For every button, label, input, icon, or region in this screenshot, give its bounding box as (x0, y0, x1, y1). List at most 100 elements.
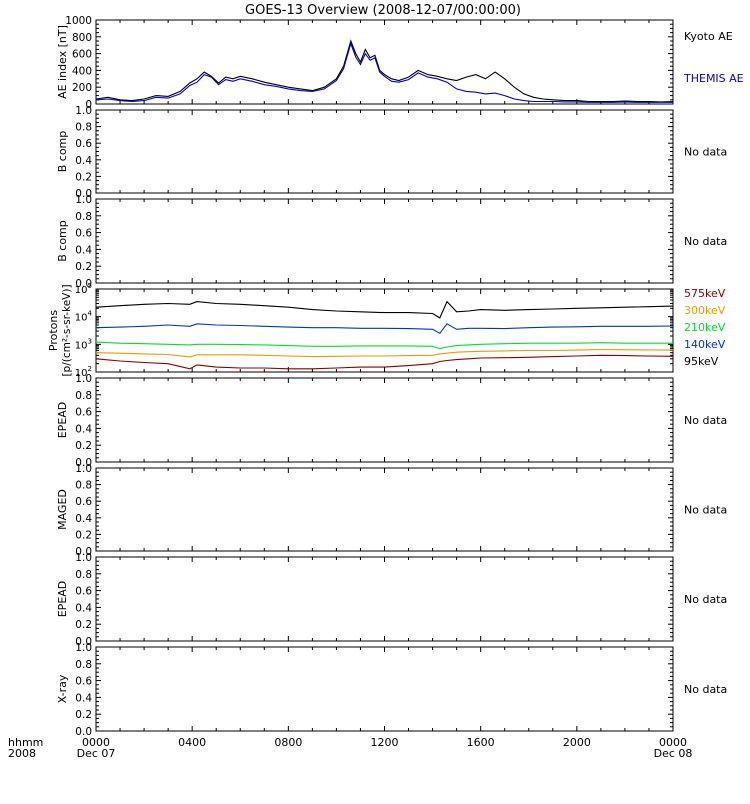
y-tick-label: 0.8 (75, 211, 92, 223)
y-tick-label: 0.8 (75, 659, 92, 671)
y-tick-label: 0.0 (75, 726, 92, 738)
panel-xray: 0.0 0.2 0.4 0.6 0.8 1.0 X-ray No data (56, 642, 727, 738)
y-tick-label: 0.6 (75, 676, 92, 688)
no-data-label: No data (684, 504, 727, 517)
panel-protons: 102 103 104 105 Protons [p/(cm²-s-sr-keV)] 575… (47, 282, 726, 379)
no-data-label: No data (684, 146, 727, 159)
y-tick-label: 0.6 (75, 138, 92, 150)
panel-epead1: 0.0 0.2 0.4 0.6 0.8 1.0 EPEAD No data (56, 373, 727, 469)
y-tick-label: 0.0 (75, 188, 92, 200)
y-tick-label: 0.4 (75, 513, 92, 525)
panel-epead2: 0.0 0.2 0.4 0.6 0.8 1.0 EPEAD No data (56, 552, 727, 648)
y-tick-label: 0.6 (75, 586, 92, 598)
panel-frame (95, 377, 674, 463)
series-line-300kev (95, 348, 674, 358)
y-tick-label: 0.0 (75, 636, 92, 648)
y-tick-label: 1.0 (75, 373, 92, 385)
y-tick-label: 0.2 (75, 619, 92, 631)
time-tick-label: 0000 (82, 736, 110, 749)
legend-label-210kev: 210keV (684, 321, 726, 334)
panel-frame (95, 288, 674, 373)
y-tick-label: 0.2 (75, 440, 92, 452)
y-tick-label: 0.8 (75, 390, 92, 402)
y-tick-label: 1.0 (75, 552, 92, 564)
legend-label-themis-ae: THEMIS AE (683, 72, 744, 85)
series-line-575kev (95, 354, 674, 370)
time-tick-label: 1600 (467, 736, 495, 749)
y-tick-label: 0.2 (75, 709, 92, 721)
y-tick-label: 200 (72, 82, 92, 94)
panel-frame (95, 646, 674, 732)
y-tick-label: 1.0 (75, 463, 92, 475)
y-tick-label: 600 (72, 49, 92, 61)
legend-label-140kev: 140keV (684, 338, 726, 351)
time-end-date: Dec 08 (654, 747, 693, 760)
y-tick-label: 0.0 (75, 457, 92, 469)
series-line-95kev (95, 300, 674, 319)
y-tick-label: 1000 (65, 15, 92, 27)
legend-label-300kev: 300keV (684, 304, 726, 317)
y-tick-label: 0.0 (75, 546, 92, 558)
time-axis-label-year: 2008 (8, 747, 36, 760)
y-tick-label: 104 (75, 310, 93, 324)
y-tick-label: 0.4 (75, 244, 92, 256)
y-tick-label: 0.4 (75, 692, 92, 704)
y-axis-label: B comp (56, 220, 69, 262)
y-tick-label: 0.4 (75, 155, 92, 167)
time-tick-label: 0400 (178, 736, 206, 749)
legend-label-95kev: 95keV (684, 355, 719, 368)
time-tick-label: 2000 (563, 736, 591, 749)
panel-frame (95, 198, 674, 284)
time-start-date: Dec 07 (77, 747, 116, 760)
y-tick-label: 0.6 (75, 228, 92, 240)
no-data-label: No data (684, 593, 727, 606)
y-tick-label: 1.0 (75, 642, 92, 654)
series-line-themis-ae (95, 41, 673, 103)
y-tick-label: 103 (75, 337, 92, 351)
y-axis-label: EPEAD (56, 402, 69, 439)
y-tick-label: 800 (72, 32, 92, 44)
series-line-kyoto-ae (95, 39, 674, 103)
y-tick-label: 0.4 (75, 423, 92, 435)
y-tick-label: 0.2 (75, 171, 92, 183)
y-tick-label: 0.8 (75, 122, 92, 134)
figure-title: GOES-13 Overview (2008-12-07/00:00:00) (245, 3, 521, 18)
y-tick-label: 0.6 (75, 496, 92, 508)
y-axis-label: MAGED (56, 489, 69, 530)
y-tick-label: 0.2 (75, 261, 92, 273)
time-tick-label: 0000 (659, 736, 687, 749)
y-tick-label: 0.8 (75, 480, 92, 492)
y-tick-label: 1.0 (75, 105, 92, 117)
time-axis-label-hhmm: hhmm (8, 736, 43, 749)
y-tick-label: 1.0 (75, 194, 92, 206)
y-tick-label: 102 (75, 365, 92, 379)
y-tick-label: 0.0 (75, 278, 92, 290)
panel-bcomp1: 0.0 0.2 0.4 0.6 0.8 1.0 B comp No data (56, 105, 727, 200)
panel-maged: 0.0 0.2 0.4 0.6 0.8 1.0 MAGED No data (56, 463, 727, 558)
panel-frame (95, 556, 674, 642)
y-tick-label: 0.2 (75, 529, 92, 541)
y-tick-label: 105 (75, 282, 92, 296)
legend-label-kyoto-ae: Kyoto AE (684, 30, 733, 43)
y-axis-label-units: [p/(cm²-s-sr-keV)] (61, 284, 73, 376)
y-tick-label: 0.6 (75, 407, 92, 419)
series-line-140kev (95, 323, 674, 335)
no-data-label: No data (684, 414, 727, 427)
y-axis-label: Protons (47, 310, 60, 351)
y-axis-label: AE index [nT] (56, 25, 69, 99)
y-axis-label: B comp (56, 131, 69, 173)
panel-bcomp2: 0.0 0.2 0.4 0.6 0.8 1.0 B comp No data (56, 194, 727, 290)
legend-label-575kev: 575keV (684, 287, 726, 300)
panel-frame (95, 467, 674, 552)
y-tick-label: 400 (72, 65, 92, 77)
series-line-210kev (95, 341, 673, 350)
y-tick-label: 0.4 (75, 602, 92, 614)
no-data-label: No data (684, 235, 727, 248)
time-tick-label: 1200 (371, 736, 399, 749)
time-tick-label: 0800 (274, 736, 302, 749)
y-axis-label: X-ray (56, 674, 69, 703)
y-tick-label: 0 (85, 99, 92, 111)
panel-frame (95, 109, 674, 194)
